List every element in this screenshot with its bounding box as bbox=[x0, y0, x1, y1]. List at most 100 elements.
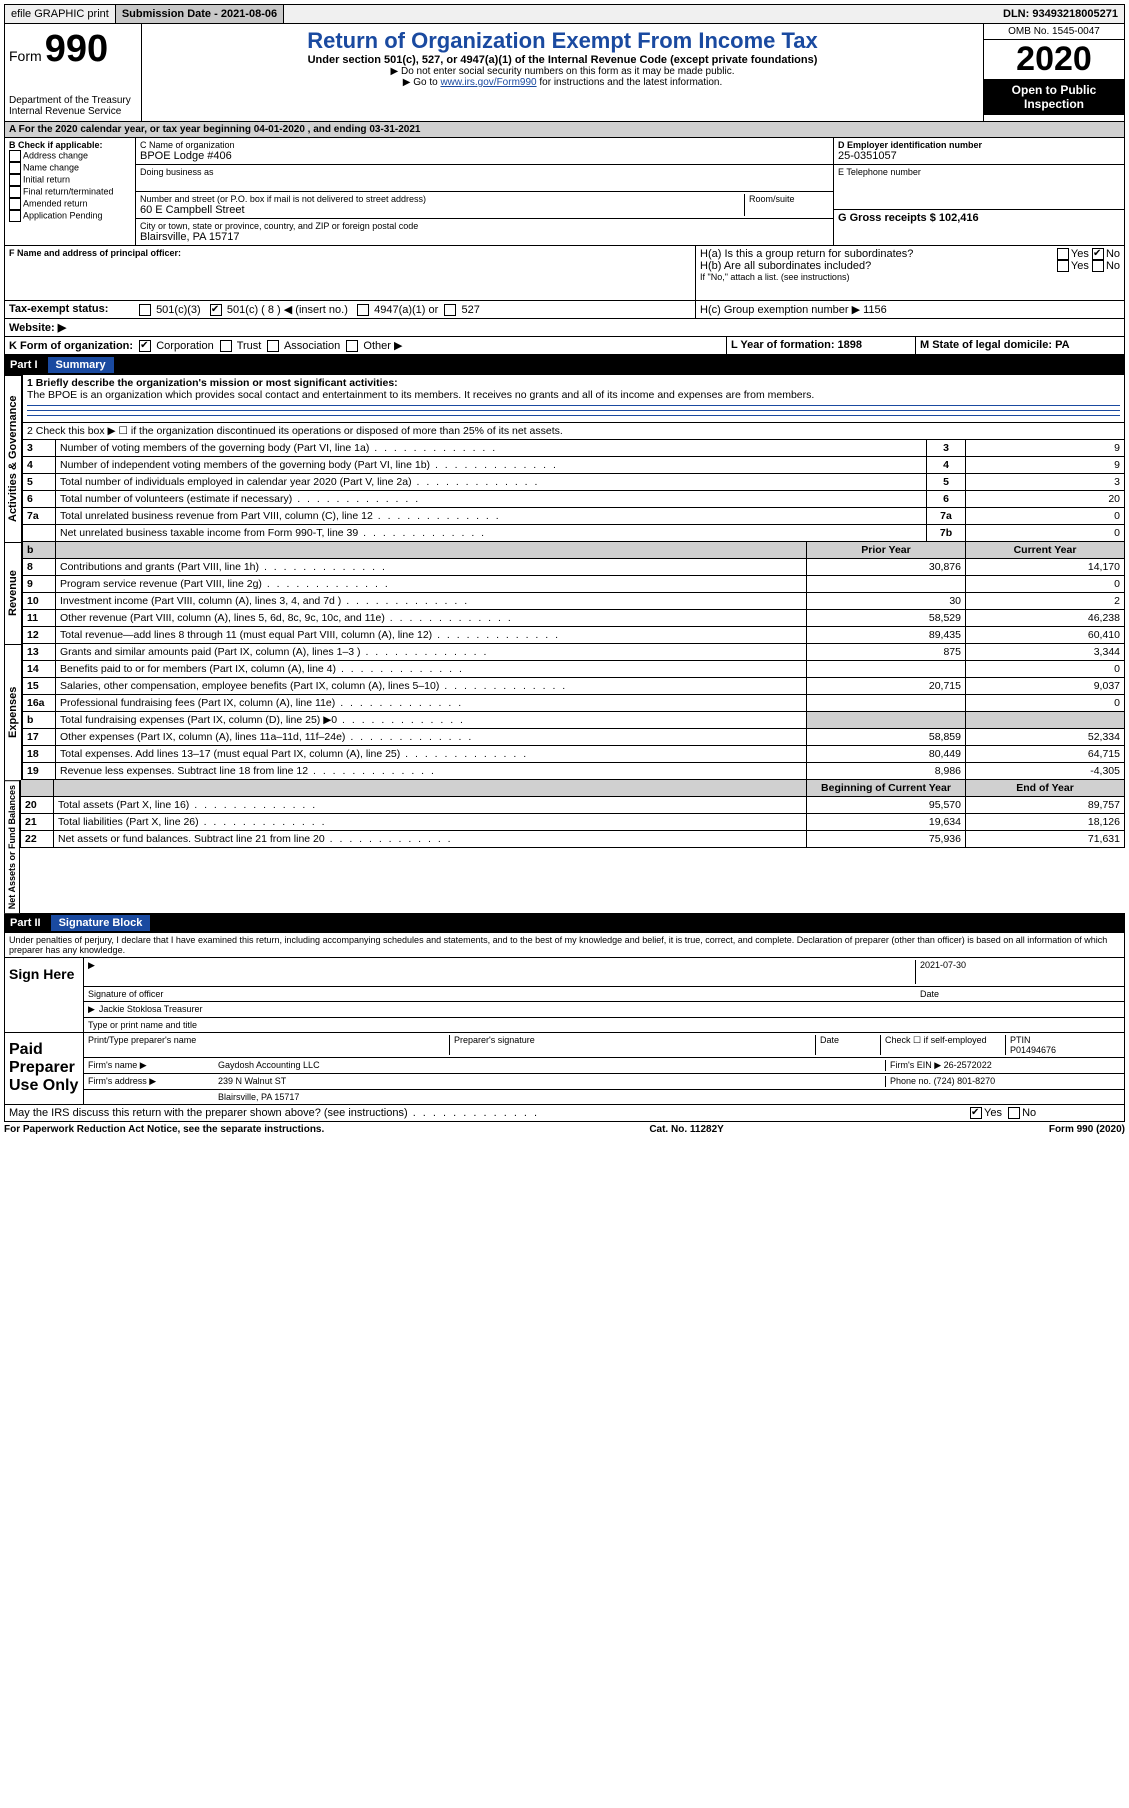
prior-value: 30 bbox=[807, 593, 966, 610]
subtitle: Under section 501(c), 527, or 4947(a)(1)… bbox=[146, 54, 979, 66]
line-value: 0 bbox=[966, 508, 1125, 525]
street: 60 E Campbell Street bbox=[140, 204, 744, 216]
line-num bbox=[23, 525, 56, 542]
sign-here-label: Sign Here bbox=[5, 958, 84, 1032]
expenses-section: Expenses 13 Grants and similar amounts p… bbox=[4, 644, 1125, 780]
line-num: 11 bbox=[23, 610, 56, 627]
b-amend: Amended return bbox=[9, 198, 131, 210]
line-box: 6 bbox=[927, 491, 966, 508]
line-text: Grants and similar amounts paid (Part IX… bbox=[56, 644, 807, 661]
firm-addr2: Blairsville, PA 15717 bbox=[218, 1092, 1120, 1102]
prep-date-label: Date bbox=[815, 1035, 880, 1055]
c-dba-box: Doing business as bbox=[136, 165, 833, 192]
main-title: Return of Organization Exempt From Incom… bbox=[146, 28, 979, 54]
revenue-table: b Prior Year Current Year 8 Contribution… bbox=[22, 542, 1125, 644]
tax-year: 2020 bbox=[984, 40, 1124, 79]
form990-link[interactable]: www.irs.gov/Form990 bbox=[440, 77, 536, 88]
part2-header: Part II Signature Block bbox=[4, 913, 1125, 933]
current-value: 9,037 bbox=[966, 678, 1125, 695]
ein-box: D Employer identification number 25-0351… bbox=[834, 138, 1124, 165]
room-label: Room/suite bbox=[749, 194, 829, 204]
line-text: Net unrelated business taxable income fr… bbox=[56, 525, 927, 542]
c-name-box: C Name of organization BPOE Lodge #406 bbox=[136, 138, 833, 165]
ein: 25-0351057 bbox=[838, 150, 1120, 162]
line-text: Program service revenue (Part VIII, line… bbox=[56, 576, 807, 593]
prior-value: 75,936 bbox=[807, 831, 966, 848]
entity-block: B Check if applicable: Address change Na… bbox=[4, 138, 1125, 246]
line-text: Other revenue (Part VIII, column (A), li… bbox=[56, 610, 807, 627]
title-cell: Return of Organization Exempt From Incom… bbox=[142, 24, 983, 121]
line-text: Net assets or fund balances. Subtract li… bbox=[54, 831, 807, 848]
part2-label: Part II bbox=[10, 917, 41, 929]
current-value: 52,334 bbox=[966, 729, 1125, 746]
footer: For Paperwork Reduction Act Notice, see … bbox=[4, 1122, 1125, 1135]
side-netassets: Net Assets or Fund Balances bbox=[4, 780, 20, 913]
year-cell: OMB No. 1545-0047 2020 Open to Public In… bbox=[983, 24, 1124, 121]
current-value: 14,170 bbox=[966, 559, 1125, 576]
omb: OMB No. 1545-0047 bbox=[984, 24, 1124, 40]
paid-prep-label: Paid Preparer Use Only bbox=[5, 1033, 84, 1104]
part1-label: Part I bbox=[10, 359, 38, 371]
prior-value bbox=[807, 576, 966, 593]
sig-date: 2021-07-30 bbox=[915, 960, 1120, 984]
line-num: 3 bbox=[23, 440, 56, 457]
current-value: 71,631 bbox=[966, 831, 1125, 848]
revenue-section: Revenue b Prior Year Current Year 8 Cont… bbox=[4, 542, 1125, 644]
side-expenses: Expenses bbox=[4, 644, 22, 780]
note2a: ▶ Go to bbox=[403, 77, 441, 88]
phone-label: E Telephone number bbox=[838, 167, 1120, 177]
note2b: for instructions and the latest informat… bbox=[537, 77, 723, 88]
line-text: Total revenue—add lines 8 through 11 (mu… bbox=[56, 627, 807, 644]
line-text: Benefits paid to or for members (Part IX… bbox=[56, 661, 807, 678]
website-row: Website: ▶ bbox=[4, 319, 1125, 337]
firm-name: Gaydosh Accounting LLC bbox=[218, 1060, 885, 1071]
line-value: 9 bbox=[966, 440, 1125, 457]
prior-value: 8,986 bbox=[807, 763, 966, 780]
line-num: 21 bbox=[21, 814, 54, 831]
part1-title: Summary bbox=[48, 357, 114, 373]
netassets-table: Beginning of Current Year End of Year 20… bbox=[20, 780, 1125, 848]
dept1: Department of the Treasury bbox=[9, 95, 137, 106]
current-value: 60,410 bbox=[966, 627, 1125, 644]
officer-name: Jackie Stoklosa Treasurer bbox=[84, 1002, 1124, 1018]
line-num: 4 bbox=[23, 457, 56, 474]
prior-value: 58,529 bbox=[807, 610, 966, 627]
sig-officer-label: Signature of officer bbox=[88, 989, 920, 999]
c-city-box: City or town, state or province, country… bbox=[136, 219, 833, 245]
line-num: b bbox=[23, 712, 56, 729]
gross-receipts: G Gross receipts $ 102,416 bbox=[834, 210, 1124, 226]
firm-ein-label: Firm's EIN ▶ bbox=[890, 1060, 941, 1070]
line-text: Total liabilities (Part X, line 26) bbox=[54, 814, 807, 831]
section-l: L Year of formation: 1898 bbox=[726, 337, 915, 354]
boy-header: Beginning of Current Year bbox=[807, 780, 966, 797]
prep-name-label: Print/Type preparer's name bbox=[88, 1035, 449, 1055]
line-num: 6 bbox=[23, 491, 56, 508]
line-num: 7a bbox=[23, 508, 56, 525]
prior-value: 58,859 bbox=[807, 729, 966, 746]
fh-row: F Name and address of principal officer:… bbox=[4, 246, 1125, 301]
dba-label: Doing business as bbox=[140, 167, 829, 177]
city: Blairsville, PA 15717 bbox=[140, 231, 829, 243]
line-text: Investment income (Part VIII, column (A)… bbox=[56, 593, 807, 610]
prior-value: 89,435 bbox=[807, 627, 966, 644]
current-value: 89,757 bbox=[966, 797, 1125, 814]
submission-date: Submission Date - 2021-08-06 bbox=[116, 5, 284, 23]
current-value: 46,238 bbox=[966, 610, 1125, 627]
line-num: 18 bbox=[23, 746, 56, 763]
line-box: 7a bbox=[927, 508, 966, 525]
form-label: Form bbox=[9, 48, 42, 64]
line-text: Number of voting members of the governin… bbox=[56, 440, 927, 457]
b-init: Initial return bbox=[9, 174, 131, 186]
b-name: Name change bbox=[9, 162, 131, 174]
top-bar: efile GRAPHIC print Submission Date - 20… bbox=[4, 4, 1125, 24]
section-k: K Form of organization: Corporation Trus… bbox=[5, 337, 726, 354]
section-h: H(a) Is this a group return for subordin… bbox=[695, 246, 1124, 300]
prior-value: 95,570 bbox=[807, 797, 966, 814]
current-value: 18,126 bbox=[966, 814, 1125, 831]
line-text: Revenue less expenses. Subtract line 18 … bbox=[56, 763, 807, 780]
line-num: 14 bbox=[23, 661, 56, 678]
ein-label: D Employer identification number bbox=[838, 140, 1120, 150]
line-text: Total unrelated business revenue from Pa… bbox=[56, 508, 927, 525]
part2-title: Signature Block bbox=[51, 915, 151, 931]
paid-preparer-block: Paid Preparer Use Only Print/Type prepar… bbox=[4, 1033, 1125, 1105]
